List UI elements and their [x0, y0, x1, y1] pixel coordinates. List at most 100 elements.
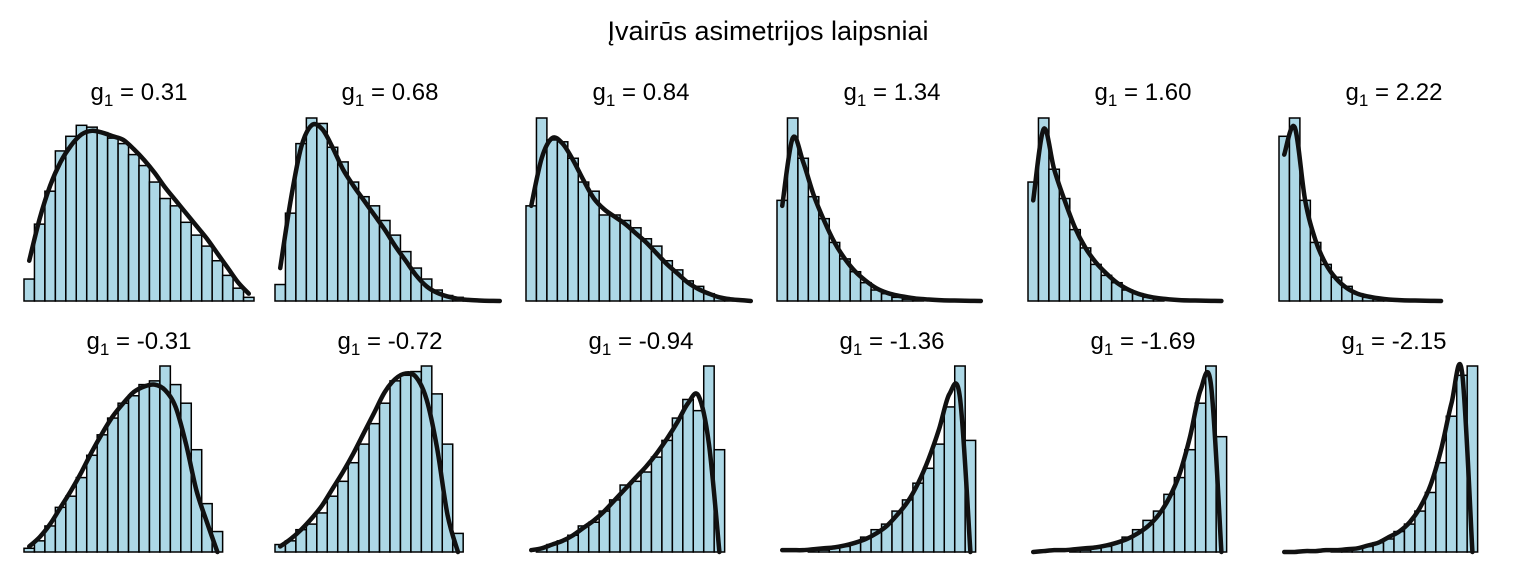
histogram-bar: [44, 190, 57, 302]
title-var: g: [1091, 328, 1104, 355]
title-subscript: 1: [1108, 91, 1117, 110]
histogram-bar: [127, 395, 140, 553]
histogram-bar: [1424, 491, 1437, 553]
histogram-panel: g1 = 0.31: [23, 79, 255, 302]
density-curve: [779, 134, 984, 304]
histogram-bar: [357, 195, 370, 302]
histogram-bar: [138, 383, 151, 553]
histogram-panel: g1 = 1.34: [776, 79, 984, 304]
histogram-bar: [368, 422, 381, 553]
histogram-bar: [556, 141, 569, 302]
histogram-bar: [106, 137, 119, 302]
bars: [274, 117, 475, 302]
title-value: = -0.94: [611, 328, 693, 355]
histogram-bar: [159, 197, 172, 302]
title-value: = 0.68: [364, 79, 438, 106]
histogram-bar: [546, 139, 559, 302]
histogram-panel: g1 = -2.15: [1281, 328, 1479, 555]
histogram-bar: [221, 274, 234, 302]
density-curve: [26, 382, 220, 555]
histogram-bar: [96, 131, 109, 302]
title-subscript: 1: [104, 91, 113, 110]
density-curve: [528, 391, 722, 555]
histogram-bar: [106, 417, 119, 553]
title-value: = -0.31: [109, 328, 191, 355]
title-var: g: [87, 328, 100, 355]
title-value: = 1.60: [1117, 79, 1191, 106]
title-value: = 0.31: [113, 79, 187, 106]
panel-title: g1 = -1.36: [840, 328, 945, 359]
histogram-bar: [65, 135, 78, 302]
panel-title: g1 = -2.15: [1342, 328, 1447, 359]
histogram-bar: [180, 221, 193, 302]
title-value: = 0.84: [615, 79, 689, 106]
title-value: = -1.69: [1113, 328, 1195, 355]
histogram-bar: [211, 259, 224, 302]
histogram-bar: [117, 402, 130, 553]
histogram-panel: g1 = 0.68: [274, 79, 503, 304]
title-var: g: [1342, 328, 1355, 355]
density-curve: [1281, 123, 1444, 304]
histogram-panel: g1 = 1.60: [1027, 79, 1224, 304]
title-var: g: [91, 79, 104, 106]
histogram-panel: g1 = -0.31: [23, 328, 224, 555]
histogram-bar: [316, 512, 329, 553]
title-var: g: [844, 79, 857, 106]
title-subscript: 1: [602, 340, 611, 359]
histogram-bar: [85, 454, 98, 553]
histogram-bar: [1184, 448, 1197, 553]
bars: [807, 365, 977, 553]
histogram-bar: [608, 214, 621, 302]
density-curve: [1030, 369, 1224, 555]
panel-title: g1 = 0.68: [342, 79, 439, 110]
title-subscript: 1: [100, 340, 109, 359]
histogram-bar: [943, 406, 956, 553]
bars: [23, 124, 255, 302]
histogram-bar: [1278, 135, 1291, 302]
bars: [274, 365, 464, 553]
histogram-bar: [316, 122, 329, 302]
histogram-bar: [85, 126, 98, 302]
title-var: g: [589, 328, 602, 355]
histogram-bar: [640, 471, 653, 553]
histogram-bar: [326, 146, 339, 302]
histogram-bar: [567, 157, 580, 302]
histogram-bar: [692, 409, 705, 553]
title-var: g: [1095, 79, 1108, 106]
histogram-bar: [933, 443, 946, 553]
histogram-bar: [807, 195, 820, 302]
panel-title: g1 = 2.22: [1346, 79, 1443, 110]
panel-grid: g1 = 0.31 g1 = 0.68 g1 = 0.84 g1 = 1.34 g1 =…: [23, 79, 1479, 555]
panel-title: g1 = 1.60: [1095, 79, 1192, 110]
histogram-bar: [671, 417, 684, 553]
title-var: g: [1346, 79, 1359, 106]
title-subscript: 1: [1104, 340, 1113, 359]
histogram-bar: [661, 439, 674, 553]
histogram-bar: [65, 495, 78, 553]
density-curve: [779, 381, 973, 555]
histogram-bar: [232, 287, 245, 302]
panel-title: g1 = 0.84: [593, 79, 690, 110]
histogram-bar: [200, 245, 213, 302]
histogram-bar: [274, 283, 287, 302]
panel-title: g1 = -0.94: [589, 328, 694, 359]
histogram-bar: [410, 370, 423, 553]
histogram-bar: [1048, 168, 1061, 302]
histogram-bar: [587, 190, 600, 302]
histogram-bar: [169, 205, 182, 302]
title-value: = 2.22: [1368, 79, 1442, 106]
histogram-panel: g1 = 0.84: [525, 79, 754, 304]
density-curve: [1030, 126, 1224, 304]
histogram-bar: [577, 181, 590, 302]
histogram-bar: [148, 181, 161, 302]
title-value: = -2.15: [1364, 328, 1446, 355]
density-curve: [277, 371, 461, 555]
bars: [776, 117, 925, 302]
histogram-panel: g1 = -1.69: [1030, 328, 1228, 555]
histogram-bar: [242, 296, 255, 302]
histogram-bar: [1194, 402, 1207, 553]
histogram-bar: [378, 402, 391, 553]
histogram-bar: [23, 547, 36, 553]
histogram-bar: [619, 219, 632, 302]
